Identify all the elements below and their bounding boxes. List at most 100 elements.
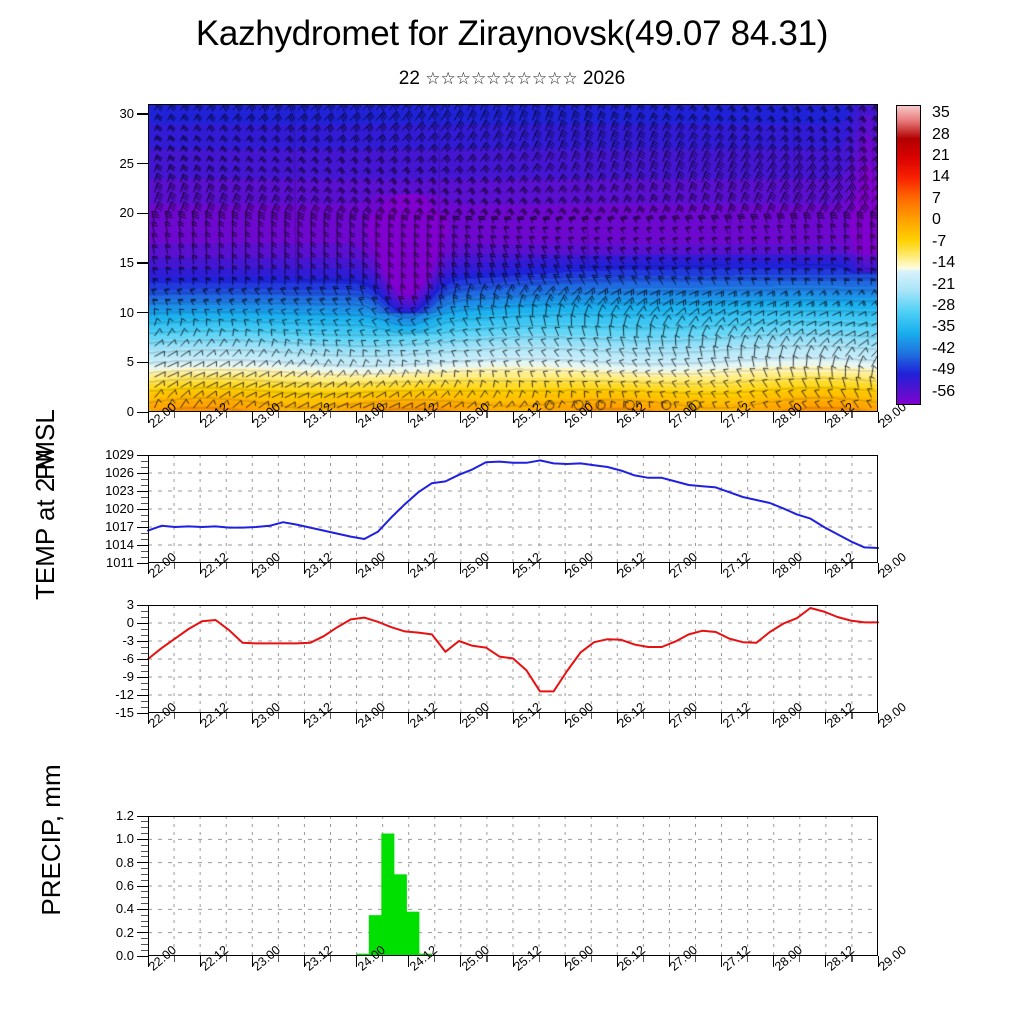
x-tick-minor — [434, 956, 436, 962]
x-tick-major — [199, 713, 201, 724]
y-tick-label: -15 — [115, 705, 134, 720]
x-tick-major — [356, 412, 358, 423]
y-tick-minor — [141, 556, 148, 558]
x-tick-major — [668, 412, 671, 423]
x-tick-major — [408, 956, 410, 967]
x-tick-minor — [590, 563, 592, 569]
colorbar-label: -35 — [932, 318, 956, 336]
x-tick-major — [616, 713, 618, 724]
y-tick-minor — [141, 514, 148, 516]
x-tick-minor — [382, 412, 384, 418]
y-tick-label: -12 — [115, 687, 134, 702]
y-tick-major — [137, 676, 148, 678]
y-tick-minor — [141, 670, 148, 672]
x-tick-major — [877, 412, 879, 423]
temperature-colorbar — [896, 105, 921, 405]
y-tick-minor — [141, 550, 148, 552]
x-tick-major — [877, 956, 879, 967]
y-tick-major — [137, 212, 148, 214]
y-tick-major — [137, 658, 148, 660]
y-tick-minor — [141, 628, 148, 630]
x-tick-label: 29.00 — [876, 942, 909, 974]
y-tick-minor — [141, 706, 148, 708]
y-tick-label: 1026 — [105, 465, 134, 480]
y-tick-label: 15 — [119, 254, 134, 270]
x-tick-major — [356, 956, 358, 967]
x-tick-major — [825, 713, 827, 724]
x-tick-major — [460, 563, 462, 574]
x-tick-major — [199, 412, 201, 423]
y-tick-minor — [141, 634, 148, 636]
x-tick-major — [877, 713, 879, 724]
cross-section-panel — [148, 104, 878, 412]
x-tick-minor — [747, 412, 749, 418]
x-tick-major — [773, 713, 775, 724]
x-tick-minor — [486, 412, 488, 418]
x-tick-major — [408, 713, 410, 724]
x-tick-major — [773, 956, 775, 967]
y-tick-minor — [141, 652, 148, 654]
x-tick-minor — [277, 713, 279, 719]
x-tick-minor — [590, 956, 592, 962]
colorbar-label: -49 — [932, 361, 956, 379]
x-tick-minor — [225, 956, 227, 962]
y-tick-minor — [141, 682, 148, 684]
y-tick-minor — [141, 664, 148, 666]
x-tick-minor — [225, 412, 227, 418]
subtitle-year: 2026 — [582, 68, 626, 89]
x-tick-major — [251, 412, 253, 423]
y-tick-major — [137, 312, 148, 314]
y-tick-minor — [141, 926, 148, 928]
x-tick-minor — [330, 412, 332, 418]
y-tick-minor — [141, 938, 148, 940]
x-tick-minor — [173, 713, 175, 719]
x-tick-minor — [799, 412, 801, 418]
x-tick-minor — [225, 713, 227, 719]
x-tick-major — [147, 412, 149, 423]
y-tick-major — [137, 815, 148, 817]
y-tick-label: 0.2 — [115, 924, 134, 940]
y-tick-minor — [141, 844, 148, 846]
colorbar-label: -21 — [932, 275, 956, 293]
y-tick-minor — [141, 891, 148, 893]
x-tick-minor — [799, 956, 801, 962]
page-title: Kazhydromet for Ziraynovsk(49.07 84.31) — [195, 14, 829, 53]
x-tick-major — [721, 563, 723, 574]
y-tick-minor — [141, 496, 148, 498]
x-tick-major — [460, 956, 462, 967]
temp-2m-frame — [148, 605, 878, 713]
x-tick-major — [616, 956, 618, 967]
y-tick-major — [137, 508, 148, 510]
y-tick-label: 1029 — [105, 447, 134, 462]
x-tick-minor — [434, 563, 436, 569]
x-tick-major — [825, 563, 827, 574]
colorbar-label: -14 — [932, 254, 956, 272]
x-tick-minor — [173, 563, 175, 569]
x-tick-minor — [851, 956, 853, 962]
x-tick-major — [616, 563, 618, 574]
colorbar-label: -28 — [932, 297, 956, 315]
x-tick-major — [773, 563, 775, 574]
temp-2m-plot — [147, 605, 879, 713]
y-tick-major — [137, 908, 148, 910]
x-tick-minor — [538, 412, 540, 418]
x-tick-minor — [538, 713, 540, 719]
precip-frame — [148, 816, 878, 956]
x-tick-label: 29.00 — [876, 699, 909, 731]
y-tick-label: 25 — [119, 155, 134, 171]
y-tick-major — [137, 885, 148, 887]
x-tick-minor — [382, 713, 384, 719]
y-tick-major — [137, 163, 148, 165]
x-tick-major — [512, 956, 514, 967]
x-tick-minor — [642, 713, 644, 719]
x-tick-major — [408, 412, 410, 423]
y-tick-minor — [141, 868, 148, 870]
y-tick-major — [137, 472, 148, 474]
y-tick-minor — [141, 920, 148, 922]
x-tick-minor — [642, 956, 644, 962]
x-tick-minor — [486, 956, 488, 962]
colorbar-label: 35 — [932, 104, 950, 122]
x-tick-major — [356, 563, 358, 574]
x-tick-major — [460, 713, 462, 724]
x-tick-major — [564, 412, 566, 423]
